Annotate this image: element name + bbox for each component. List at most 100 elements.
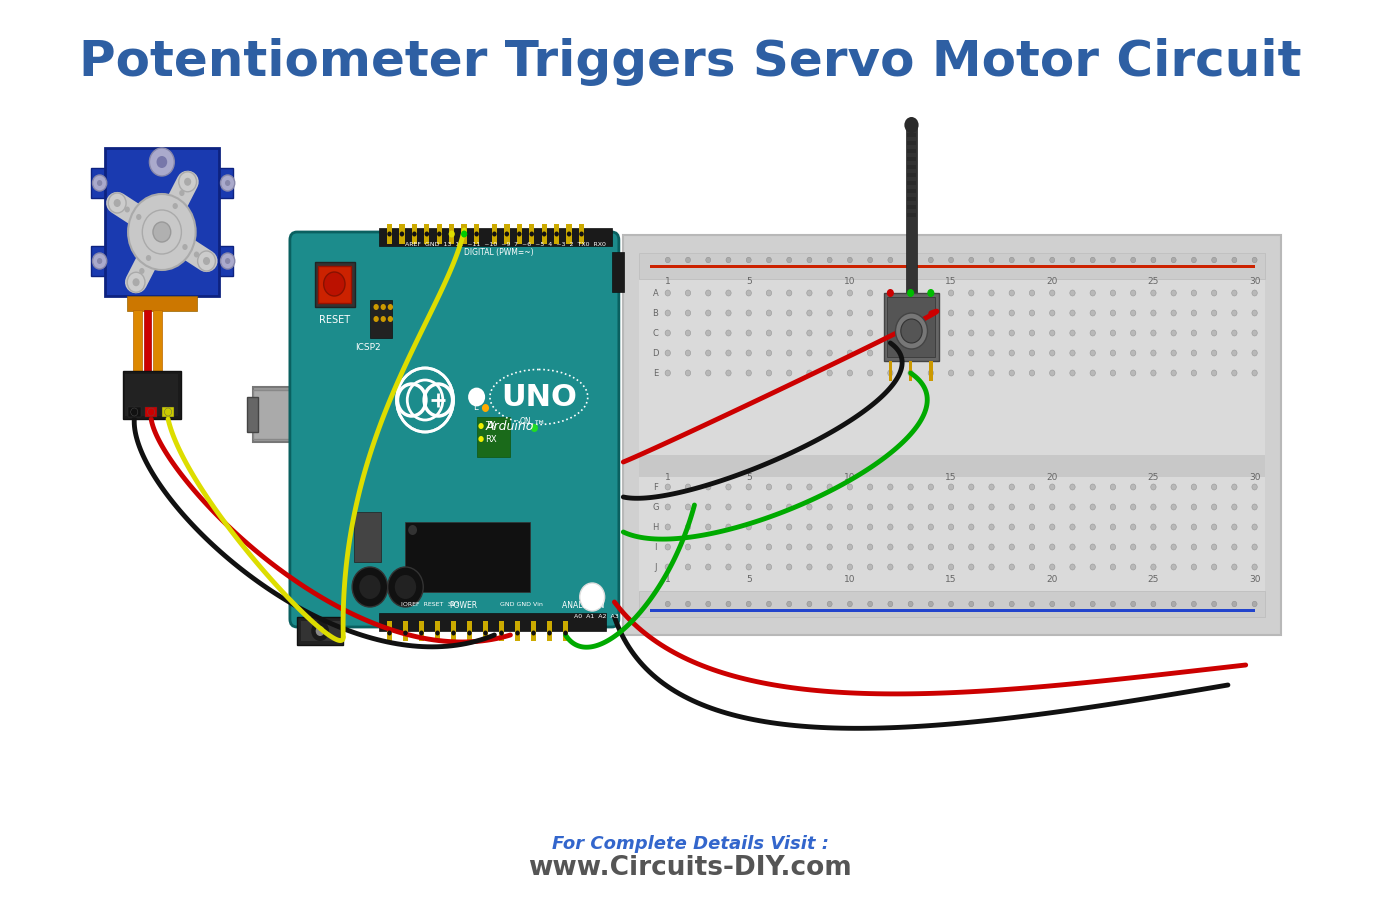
Bar — [461, 224, 466, 244]
Bar — [353, 512, 381, 562]
Circle shape — [1172, 290, 1176, 296]
Bar — [319, 266, 352, 303]
Circle shape — [868, 504, 872, 510]
Bar — [215, 168, 233, 198]
Circle shape — [887, 370, 893, 376]
Circle shape — [407, 380, 443, 420]
Bar — [639, 591, 1265, 617]
Circle shape — [766, 504, 771, 510]
Circle shape — [388, 304, 393, 310]
Circle shape — [766, 524, 771, 530]
Circle shape — [807, 544, 811, 550]
Text: C: C — [653, 328, 658, 337]
Circle shape — [153, 222, 171, 242]
Circle shape — [705, 504, 711, 510]
Circle shape — [179, 190, 185, 196]
Circle shape — [468, 630, 472, 636]
Circle shape — [747, 370, 751, 376]
Circle shape — [1070, 524, 1075, 530]
Circle shape — [531, 424, 538, 432]
Circle shape — [665, 257, 671, 262]
Circle shape — [172, 203, 178, 209]
Circle shape — [766, 564, 771, 570]
Circle shape — [1252, 484, 1257, 490]
Circle shape — [1090, 544, 1096, 550]
Circle shape — [1130, 524, 1136, 530]
Circle shape — [901, 319, 922, 343]
Circle shape — [352, 567, 388, 607]
Circle shape — [1232, 330, 1236, 336]
Bar — [907, 173, 916, 177]
Circle shape — [827, 310, 832, 316]
Circle shape — [388, 232, 392, 236]
Circle shape — [948, 257, 954, 262]
Circle shape — [807, 290, 811, 296]
Circle shape — [887, 257, 893, 262]
Circle shape — [515, 630, 520, 636]
Circle shape — [908, 257, 914, 262]
Circle shape — [969, 564, 974, 570]
Circle shape — [726, 504, 731, 510]
Circle shape — [705, 602, 711, 607]
Circle shape — [686, 564, 690, 570]
Circle shape — [927, 289, 934, 297]
Circle shape — [787, 544, 792, 550]
Circle shape — [156, 156, 167, 168]
Text: 5: 5 — [745, 278, 752, 287]
Circle shape — [1191, 257, 1196, 262]
Circle shape — [542, 232, 546, 236]
Circle shape — [969, 310, 974, 316]
Circle shape — [665, 370, 671, 376]
Circle shape — [904, 117, 919, 133]
Circle shape — [726, 310, 731, 316]
Circle shape — [131, 408, 138, 416]
Circle shape — [1029, 544, 1035, 550]
Bar — [650, 265, 1254, 268]
Bar — [907, 205, 916, 209]
Circle shape — [1252, 330, 1257, 336]
Circle shape — [1090, 370, 1096, 376]
Bar — [907, 189, 916, 193]
Circle shape — [92, 253, 106, 269]
Circle shape — [1191, 330, 1196, 336]
Circle shape — [1029, 504, 1035, 510]
Bar — [399, 224, 404, 244]
Circle shape — [989, 350, 994, 356]
Circle shape — [1212, 310, 1217, 316]
Circle shape — [787, 484, 792, 490]
Circle shape — [1172, 544, 1176, 550]
Circle shape — [807, 330, 811, 336]
Circle shape — [847, 544, 853, 550]
Circle shape — [1050, 602, 1054, 607]
Circle shape — [969, 350, 974, 356]
Circle shape — [548, 630, 552, 636]
Circle shape — [1232, 524, 1236, 530]
Circle shape — [827, 257, 832, 262]
Circle shape — [1212, 330, 1217, 336]
Circle shape — [686, 524, 690, 530]
Circle shape — [1151, 484, 1156, 490]
Text: TX: TX — [486, 421, 497, 430]
Circle shape — [989, 504, 994, 510]
Circle shape — [1252, 350, 1257, 356]
Circle shape — [1111, 370, 1115, 376]
Text: 15: 15 — [945, 473, 956, 482]
Circle shape — [726, 257, 731, 262]
Circle shape — [989, 310, 994, 316]
Circle shape — [483, 630, 487, 636]
Circle shape — [400, 232, 404, 236]
Circle shape — [665, 602, 671, 607]
Text: 15: 15 — [945, 278, 956, 287]
Circle shape — [827, 290, 832, 296]
Circle shape — [1172, 564, 1176, 570]
Circle shape — [908, 504, 914, 510]
Circle shape — [929, 524, 933, 530]
Bar — [473, 224, 479, 244]
Bar — [435, 621, 440, 641]
Bar — [386, 621, 392, 641]
Bar — [91, 168, 109, 198]
Circle shape — [221, 253, 235, 269]
Circle shape — [747, 310, 751, 316]
Circle shape — [989, 602, 994, 607]
Circle shape — [1009, 330, 1014, 336]
